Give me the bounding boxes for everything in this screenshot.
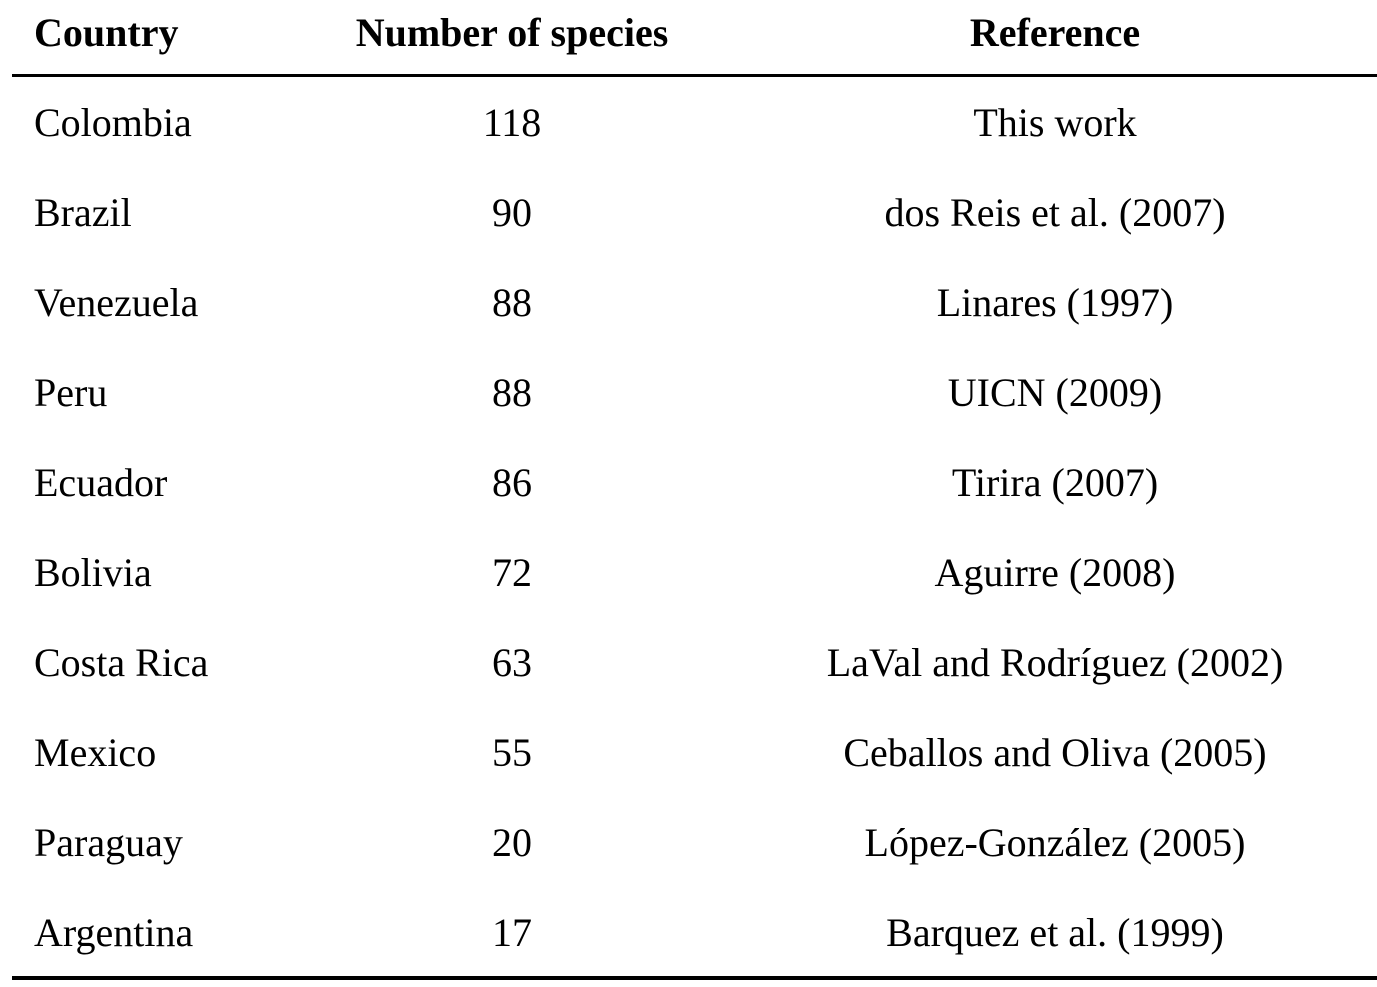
table-cell: Peru bbox=[34, 370, 108, 415]
table-row: Ecuador 86 Tirira (2007) bbox=[12, 438, 1377, 528]
table-row: Brazil 90 dos Reis et al. (2007) bbox=[12, 168, 1377, 258]
bottom-rule bbox=[12, 976, 1377, 980]
table-row: Mexico 55 Ceballos and Oliva (2005) bbox=[12, 708, 1377, 798]
header-rule bbox=[12, 74, 1377, 77]
table-cell: 17 bbox=[492, 910, 532, 955]
table-row: Venezuela 88 Linares (1997) bbox=[12, 258, 1377, 348]
table-row: Costa Rica 63 LaVal and Rodríguez (2002) bbox=[12, 618, 1377, 708]
table-cell: Colombia bbox=[34, 100, 192, 145]
table-cell: Costa Rica bbox=[34, 640, 209, 685]
table-cell: UICN (2009) bbox=[947, 370, 1163, 415]
header-cell: Number of species bbox=[355, 10, 669, 55]
table-row: Peru 88 UICN (2009) bbox=[12, 348, 1377, 438]
table-row: Argentina 17 Barquez et al. (1999) bbox=[12, 888, 1377, 978]
table-cell: 55 bbox=[492, 730, 532, 775]
header-row: Country Number of species Reference bbox=[12, 0, 1377, 78]
table-cell: dos Reis et al. (2007) bbox=[884, 190, 1226, 235]
table-cell: 88 bbox=[492, 280, 532, 325]
header-cell: Reference bbox=[969, 10, 1141, 55]
table-cell: 86 bbox=[492, 460, 532, 505]
table-cell: Barquez et al. (1999) bbox=[886, 910, 1224, 955]
table-cell: Ceballos and Oliva (2005) bbox=[843, 730, 1267, 775]
table-cell: López-González (2005) bbox=[864, 820, 1246, 865]
table-cell: Venezuela bbox=[34, 280, 199, 325]
table-cell: This work bbox=[973, 100, 1137, 145]
table-cell: Linares (1997) bbox=[936, 280, 1174, 325]
table-cell: Paraguay bbox=[34, 820, 183, 865]
table-row: Paraguay 20 López-González (2005) bbox=[12, 798, 1377, 888]
table-cell: 118 bbox=[482, 100, 542, 145]
table-cell: Mexico bbox=[34, 730, 157, 775]
table-cell: 72 bbox=[492, 550, 532, 595]
table-cell: Aguirre (2008) bbox=[934, 550, 1176, 595]
table-cell: Bolivia bbox=[34, 550, 152, 595]
table-cell: Tirira (2007) bbox=[951, 460, 1159, 505]
table-cell: Argentina bbox=[34, 910, 194, 955]
table-row: Bolivia 72 Aguirre (2008) bbox=[12, 528, 1377, 618]
table-cell: Ecuador bbox=[34, 460, 168, 505]
table-cell: 90 bbox=[492, 190, 532, 235]
table-cell: 20 bbox=[492, 820, 532, 865]
table-cell: 88 bbox=[492, 370, 532, 415]
table-cell: Brazil bbox=[34, 190, 132, 235]
header-cell: Country bbox=[34, 10, 179, 55]
table-row: Colombia 118 This work bbox=[12, 78, 1377, 168]
table-cell: LaVal and Rodríguez (2002) bbox=[826, 640, 1284, 685]
table-cell: 63 bbox=[492, 640, 532, 685]
